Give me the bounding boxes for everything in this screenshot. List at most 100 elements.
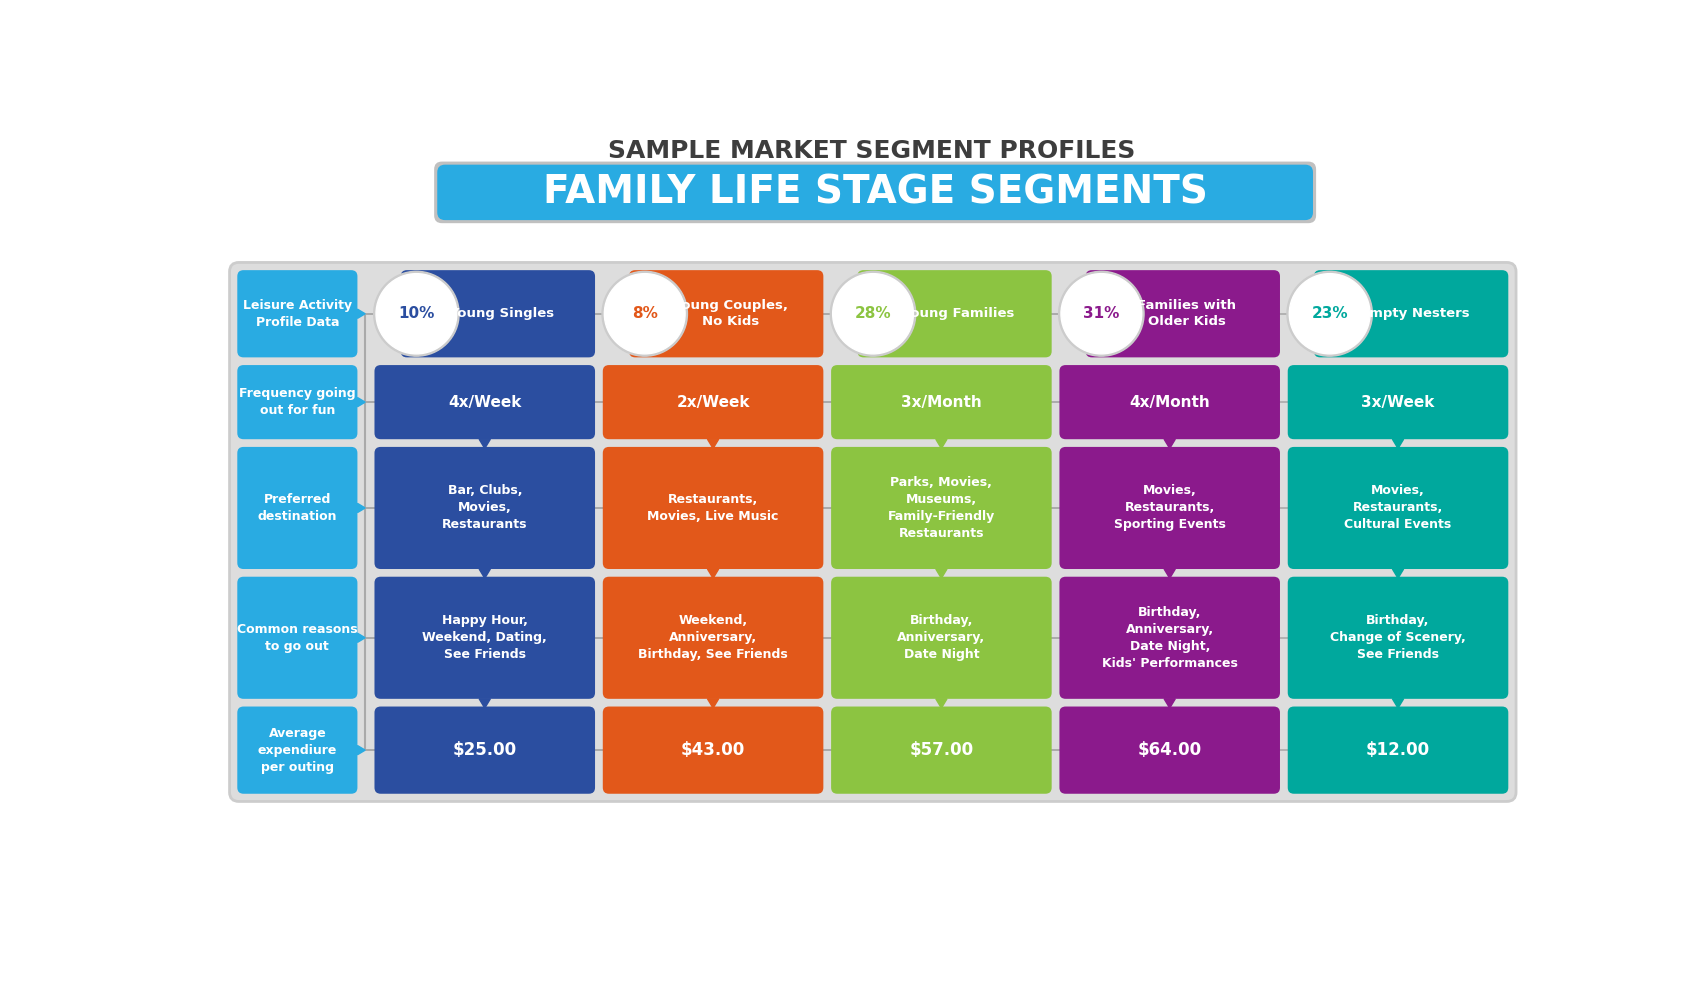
FancyBboxPatch shape [230, 262, 1516, 801]
Polygon shape [1164, 439, 1175, 448]
Circle shape [830, 271, 916, 356]
FancyBboxPatch shape [1287, 707, 1508, 794]
Text: Birthday,
Anniversary,
Date Night: Birthday, Anniversary, Date Night [898, 614, 986, 661]
FancyBboxPatch shape [1287, 365, 1508, 439]
FancyBboxPatch shape [374, 707, 595, 794]
Text: Restaurants,
Movies, Live Music: Restaurants, Movies, Live Music [648, 493, 779, 523]
Polygon shape [357, 398, 366, 407]
FancyBboxPatch shape [604, 707, 823, 794]
FancyBboxPatch shape [1314, 270, 1508, 357]
FancyBboxPatch shape [1059, 447, 1280, 569]
FancyBboxPatch shape [238, 270, 357, 357]
FancyBboxPatch shape [604, 447, 823, 569]
Text: Families with
Older Kids: Families with Older Kids [1137, 299, 1236, 328]
FancyBboxPatch shape [831, 365, 1052, 439]
Text: 4x/Month: 4x/Month [1129, 395, 1210, 410]
Text: Birthday,
Change of Scenery,
See Friends: Birthday, Change of Scenery, See Friends [1329, 614, 1465, 661]
Circle shape [604, 274, 685, 354]
Polygon shape [707, 699, 719, 708]
Circle shape [1059, 271, 1144, 356]
Text: 28%: 28% [855, 306, 891, 321]
Polygon shape [1392, 569, 1404, 578]
Text: FAMILY LIFE STAGE SEGMENTS: FAMILY LIFE STAGE SEGMENTS [542, 173, 1207, 211]
Text: Leisure Activity
Profile Data: Leisure Activity Profile Data [243, 299, 352, 329]
FancyBboxPatch shape [857, 270, 1052, 357]
FancyBboxPatch shape [230, 262, 1516, 801]
FancyBboxPatch shape [401, 270, 595, 357]
Text: 3x/Week: 3x/Week [1362, 395, 1435, 410]
Polygon shape [479, 569, 490, 578]
FancyBboxPatch shape [434, 162, 1316, 223]
Text: 10%: 10% [398, 306, 435, 321]
Text: $43.00: $43.00 [682, 741, 745, 759]
Circle shape [1061, 274, 1142, 354]
Circle shape [602, 271, 687, 356]
Polygon shape [479, 699, 490, 708]
Polygon shape [1164, 699, 1175, 708]
Polygon shape [1392, 699, 1404, 708]
Circle shape [833, 274, 913, 354]
Text: Movies,
Restaurants,
Cultural Events: Movies, Restaurants, Cultural Events [1345, 484, 1452, 531]
Text: Birthday,
Anniversary,
Date Night,
Kids' Performances: Birthday, Anniversary, Date Night, Kids'… [1102, 606, 1238, 670]
FancyBboxPatch shape [831, 707, 1052, 794]
Text: $57.00: $57.00 [910, 741, 974, 759]
FancyBboxPatch shape [238, 365, 357, 439]
FancyBboxPatch shape [437, 165, 1312, 220]
Text: Weekend,
Anniversary,
Birthday, See Friends: Weekend, Anniversary, Birthday, See Frie… [638, 614, 787, 661]
Text: Common reasons
to go out: Common reasons to go out [236, 623, 357, 653]
Text: Bar, Clubs,
Movies,
Restaurants: Bar, Clubs, Movies, Restaurants [442, 484, 527, 531]
Text: Empty Nesters: Empty Nesters [1360, 307, 1470, 320]
Text: 8%: 8% [632, 306, 658, 321]
FancyBboxPatch shape [374, 365, 595, 439]
FancyBboxPatch shape [629, 270, 823, 357]
FancyBboxPatch shape [1059, 577, 1280, 699]
Text: $25.00: $25.00 [452, 741, 517, 759]
Circle shape [376, 274, 457, 354]
Polygon shape [357, 746, 366, 755]
Polygon shape [707, 439, 719, 448]
Circle shape [1287, 271, 1372, 356]
Text: 23%: 23% [1311, 306, 1348, 321]
Text: $64.00: $64.00 [1137, 741, 1202, 759]
Text: 31%: 31% [1083, 306, 1120, 321]
Text: 3x/Month: 3x/Month [901, 395, 983, 410]
Polygon shape [707, 569, 719, 578]
Text: Happy Hour,
Weekend, Dating,
See Friends: Happy Hour, Weekend, Dating, See Friends [422, 614, 547, 661]
FancyBboxPatch shape [831, 447, 1052, 569]
Circle shape [1289, 274, 1370, 354]
Text: Average
expendiure
per outing: Average expendiure per outing [258, 727, 337, 774]
FancyBboxPatch shape [604, 365, 823, 439]
FancyBboxPatch shape [1287, 577, 1508, 699]
Polygon shape [1164, 569, 1175, 578]
Text: Young Couples,
No Kids: Young Couples, No Kids [673, 299, 787, 328]
Circle shape [374, 271, 459, 356]
Polygon shape [1392, 439, 1404, 448]
FancyBboxPatch shape [238, 577, 357, 699]
Polygon shape [935, 439, 947, 448]
Text: Movies,
Restaurants,
Sporting Events: Movies, Restaurants, Sporting Events [1114, 484, 1226, 531]
FancyBboxPatch shape [374, 447, 595, 569]
Polygon shape [479, 439, 490, 448]
Text: Preferred
destination: Preferred destination [258, 493, 337, 523]
FancyBboxPatch shape [831, 577, 1052, 699]
FancyBboxPatch shape [238, 707, 357, 794]
FancyBboxPatch shape [1287, 447, 1508, 569]
Text: Frequency going
out for fun: Frequency going out for fun [240, 387, 355, 417]
Text: Parks, Movies,
Museums,
Family-Friendly
Restaurants: Parks, Movies, Museums, Family-Friendly … [887, 476, 994, 540]
Polygon shape [357, 309, 366, 318]
FancyBboxPatch shape [238, 447, 357, 569]
Text: SAMPLE MARKET SEGMENT PROFILES: SAMPLE MARKET SEGMENT PROFILES [607, 139, 1136, 163]
FancyBboxPatch shape [374, 577, 595, 699]
Text: 4x/Week: 4x/Week [449, 395, 522, 410]
FancyBboxPatch shape [1059, 365, 1280, 439]
Text: Young Families: Young Families [903, 307, 1015, 320]
Polygon shape [357, 633, 366, 642]
FancyBboxPatch shape [1059, 707, 1280, 794]
Polygon shape [357, 503, 366, 513]
Polygon shape [935, 699, 947, 708]
Text: Young Singles: Young Singles [449, 307, 554, 320]
Polygon shape [935, 569, 947, 578]
FancyBboxPatch shape [604, 577, 823, 699]
Text: $12.00: $12.00 [1367, 741, 1430, 759]
Text: 2x/Week: 2x/Week [677, 395, 750, 410]
